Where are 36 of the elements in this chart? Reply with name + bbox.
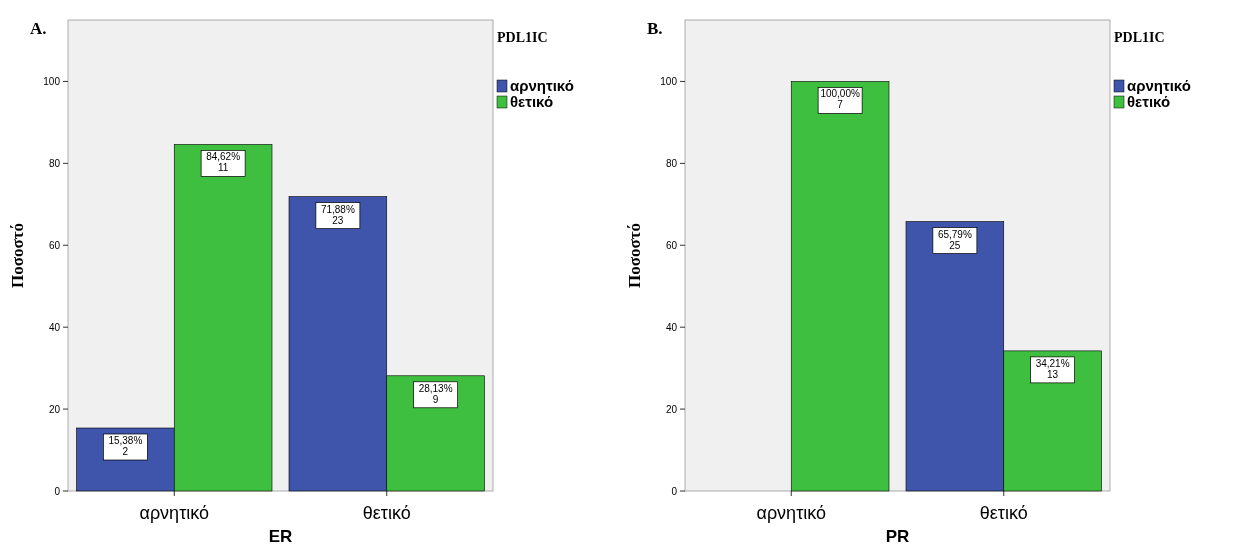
legend-label: αρνητικό	[510, 77, 574, 94]
y-axis-title: Ποσοστό	[625, 222, 644, 289]
data-label: 100,00% 7	[820, 88, 860, 111]
x-tick-label: αρνητικό	[756, 503, 827, 523]
x-axis-title: ER	[268, 527, 293, 544]
data-label: 84,62% 11	[206, 151, 241, 174]
y-tick-label: 80	[665, 158, 678, 170]
data-label: 15,38% 2	[108, 435, 143, 458]
y-tick-label: 40	[665, 322, 678, 334]
data-label: 34,21% 13	[1035, 357, 1070, 380]
bar	[790, 81, 890, 492]
data-label: 65,79% 25	[937, 228, 972, 251]
data-label: 28,13% 9	[418, 382, 453, 405]
legend-label: αρνητικό	[1127, 77, 1191, 94]
y-tick-label: 40	[48, 322, 61, 334]
y-tick-label: 0	[671, 486, 678, 497]
chart-title: B.	[647, 19, 663, 38]
y-tick-label: 60	[48, 240, 61, 252]
y-tick-label: 60	[665, 240, 678, 252]
y-tick-label: 20	[48, 404, 61, 416]
x-axis-title: PR	[885, 527, 910, 544]
y-tick-label: 20	[665, 404, 678, 416]
y-tick-label: 80	[48, 158, 61, 170]
legend-label: θετικό	[510, 93, 554, 110]
x-tick-label: αρνητικό	[139, 503, 210, 523]
legend-title: PDL1IC	[497, 30, 548, 45]
y-axis-title: Ποσοστό	[8, 222, 27, 289]
legend-label: θετικό	[1127, 93, 1171, 110]
chart-title: A.	[30, 19, 47, 38]
x-tick-label: θετικό	[362, 503, 411, 523]
data-label: 71,88% 23	[320, 203, 355, 226]
legend-title: PDL1IC	[1114, 30, 1165, 45]
y-tick-label: 0	[54, 486, 61, 497]
x-tick-label: θετικό	[979, 503, 1028, 523]
y-tick-label: 100	[660, 76, 678, 88]
y-tick-label: 100	[43, 76, 61, 88]
